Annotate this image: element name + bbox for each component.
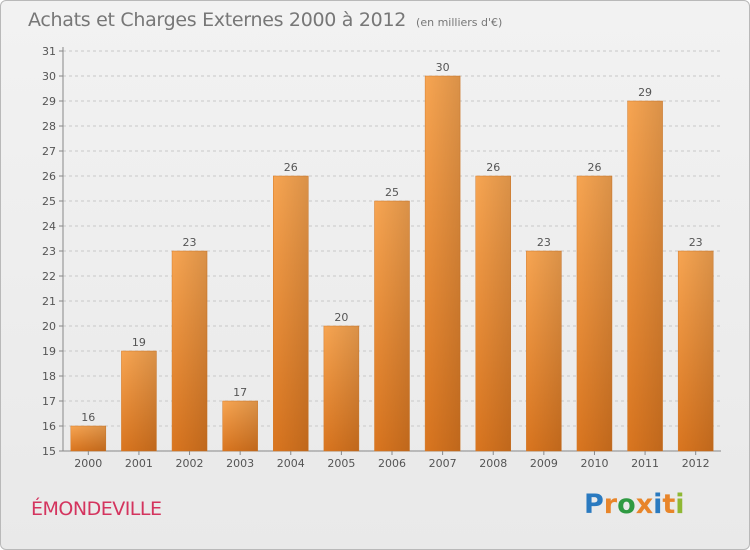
x-tick-label: 2005 [327,457,355,470]
x-tick-label: 2004 [277,457,305,470]
logo-letter: P [584,489,604,520]
x-tick-label: 2000 [74,457,102,470]
data-label: 17 [233,386,247,399]
x-tick-label: 2012 [682,457,710,470]
data-label: 16 [81,411,95,424]
chart-title: Achats et Charges Externes 2000 à 2012 [28,9,407,31]
commune-name: ÉMONDEVILLE [31,498,162,520]
bar-shade [374,201,410,451]
logo-letter: r [603,489,618,520]
bar-shade [627,101,663,451]
data-label: 26 [587,161,601,174]
proxiti-logo: Proxiti [584,489,685,520]
y-tick-label: 19 [42,345,56,358]
logo-letter: x [635,489,654,520]
data-label: 30 [436,61,450,74]
bar-shade [121,351,157,451]
y-tick-label: 20 [42,320,56,333]
logo-letter: o [617,489,636,520]
bar-shade [576,176,612,451]
y-tick-label: 21 [42,295,56,308]
title-row: Achats et Charges Externes 2000 à 2012 (e… [28,9,502,31]
y-tick-label: 18 [42,370,56,383]
data-label: 20 [334,311,348,324]
bar-shade [70,426,106,451]
bar-shade [678,251,714,451]
bar-shade [475,176,511,451]
logo-letter: i [653,489,663,520]
data-label: 26 [284,161,298,174]
bar-shade [425,76,461,451]
y-tick-label: 24 [42,220,56,233]
y-tick-label: 23 [42,245,56,258]
data-label: 29 [638,86,652,99]
x-tick-label: 2010 [580,457,608,470]
bar-shade [526,251,562,451]
x-tick-label: 2008 [479,457,507,470]
y-tick-label: 22 [42,270,56,283]
y-tick-label: 26 [42,170,56,183]
x-tick-label: 2001 [125,457,153,470]
y-tick-label: 28 [42,120,56,133]
y-tick-label: 25 [42,195,56,208]
data-label: 25 [385,186,399,199]
x-tick-label: 2007 [429,457,457,470]
y-tick-label: 29 [42,95,56,108]
x-tick-label: 2011 [631,457,659,470]
data-label: 19 [132,336,146,349]
bar-shade [273,176,309,451]
y-tick-label: 27 [42,145,56,158]
logo-letter: t [662,489,676,520]
bar-shade [323,326,359,451]
data-label: 26 [486,161,500,174]
x-tick-label: 2006 [378,457,406,470]
y-tick-label: 15 [42,445,56,458]
data-label: 23 [183,236,197,249]
x-tick-label: 2002 [176,457,204,470]
x-tick-label: 2009 [530,457,558,470]
data-label: 23 [537,236,551,249]
y-tick-label: 31 [42,45,56,58]
data-label: 23 [689,236,703,249]
y-tick-label: 30 [42,70,56,83]
bar-shade [172,251,208,451]
chart-subtitle: (en milliers d'€) [416,16,503,29]
y-tick-label: 17 [42,395,56,408]
logo-letter: i [675,489,685,520]
x-tick-label: 2003 [226,457,254,470]
y-tick-label: 16 [42,420,56,433]
bar-shade [222,401,258,451]
